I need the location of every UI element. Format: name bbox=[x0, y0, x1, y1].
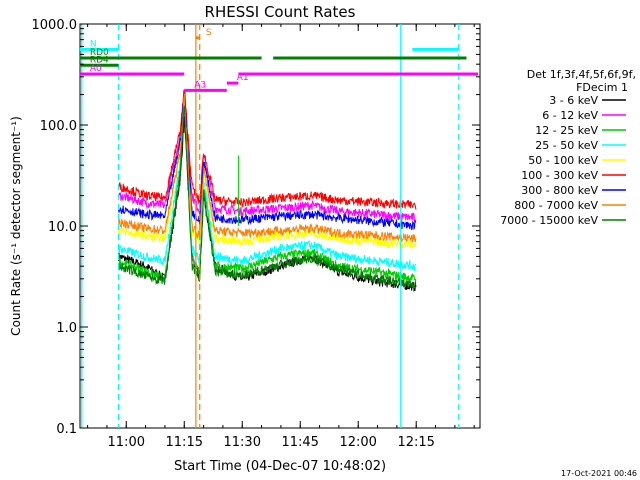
y-tick-label-2: 10.0 bbox=[48, 220, 77, 235]
footer-timestamp: 17-Oct-2021 00:46 bbox=[561, 469, 637, 478]
flag-label-rd0: RD0 bbox=[90, 48, 109, 58]
legend-label-4: 50 - 100 keV bbox=[528, 154, 598, 167]
flag-label-a1: A1 bbox=[237, 73, 249, 83]
x-tick-label-1: 11:15 bbox=[166, 435, 203, 450]
y-tick-label-4: 1000.0 bbox=[32, 18, 78, 33]
series-line-2 bbox=[118, 103, 417, 285]
flag-label-rd4: RD4 bbox=[90, 55, 109, 65]
legend-label-5: 100 - 300 keV bbox=[521, 169, 598, 182]
y-axis-label: Count Rate (s⁻¹ detector segment⁻¹) bbox=[9, 116, 23, 336]
x-tick-label-0: 11:00 bbox=[108, 435, 145, 450]
legend-label-2: 12 - 25 keV bbox=[535, 124, 598, 137]
series-line-3 bbox=[118, 100, 417, 272]
legend-label-6: 300 - 800 keV bbox=[521, 184, 598, 197]
legend-label-7: 800 - 7000 keV bbox=[514, 199, 598, 212]
x-tick-label-5: 12:15 bbox=[397, 435, 434, 450]
flag-label-n: N bbox=[90, 39, 97, 49]
x-axis-label: Start Time (04-Dec-07 10:48:02) bbox=[174, 459, 386, 474]
chart-title: RHESSI Count Rates bbox=[205, 3, 356, 21]
legend-items: 3 - 6 keV 6 - 12 keV 12 - 25 keV 25 - 50 ke… bbox=[500, 94, 626, 227]
y-tick-label-0: 0.1 bbox=[56, 422, 77, 437]
legend-title-line-1: Det 1f,3f,4f,5f,6f,9f, bbox=[527, 68, 636, 81]
legend-label-3: 25 - 50 keV bbox=[535, 139, 598, 152]
legend-label-1: 6 - 12 keV bbox=[542, 109, 598, 122]
y-tick-label-3: 100.0 bbox=[40, 119, 77, 134]
series-line-8 bbox=[118, 105, 417, 289]
flag-label-s: S bbox=[206, 28, 212, 38]
legend: Det 1f,3f,4f,5f,6f,9f, FDecim 1 3 - 6 ke… bbox=[500, 68, 636, 227]
flag-label-a0: A0 bbox=[90, 64, 102, 74]
x-tick-label-4: 12:00 bbox=[339, 435, 376, 450]
series-line-6 bbox=[118, 95, 417, 231]
y-tick-label-1: 1.0 bbox=[56, 321, 77, 336]
series-line-4 bbox=[118, 91, 417, 249]
series-line-5 bbox=[118, 89, 417, 210]
x-tick-label-2: 11:30 bbox=[224, 435, 261, 450]
series-line-7 bbox=[118, 95, 417, 243]
x-tick-label-3: 11:45 bbox=[281, 435, 318, 450]
legend-label-8: 7000 - 15000 keV bbox=[500, 214, 598, 227]
legend-label-0: 3 - 6 keV bbox=[549, 94, 598, 107]
flag-label-a3: A3 bbox=[194, 80, 206, 90]
legend-title-line-2: FDecim 1 bbox=[576, 81, 628, 94]
data-layer bbox=[118, 89, 417, 293]
series-line-1 bbox=[118, 98, 417, 223]
axis-layer: 11:00 11:15 11:30 11:45 12:00 12:15 0.1 1.0 10.0… bbox=[32, 18, 480, 450]
